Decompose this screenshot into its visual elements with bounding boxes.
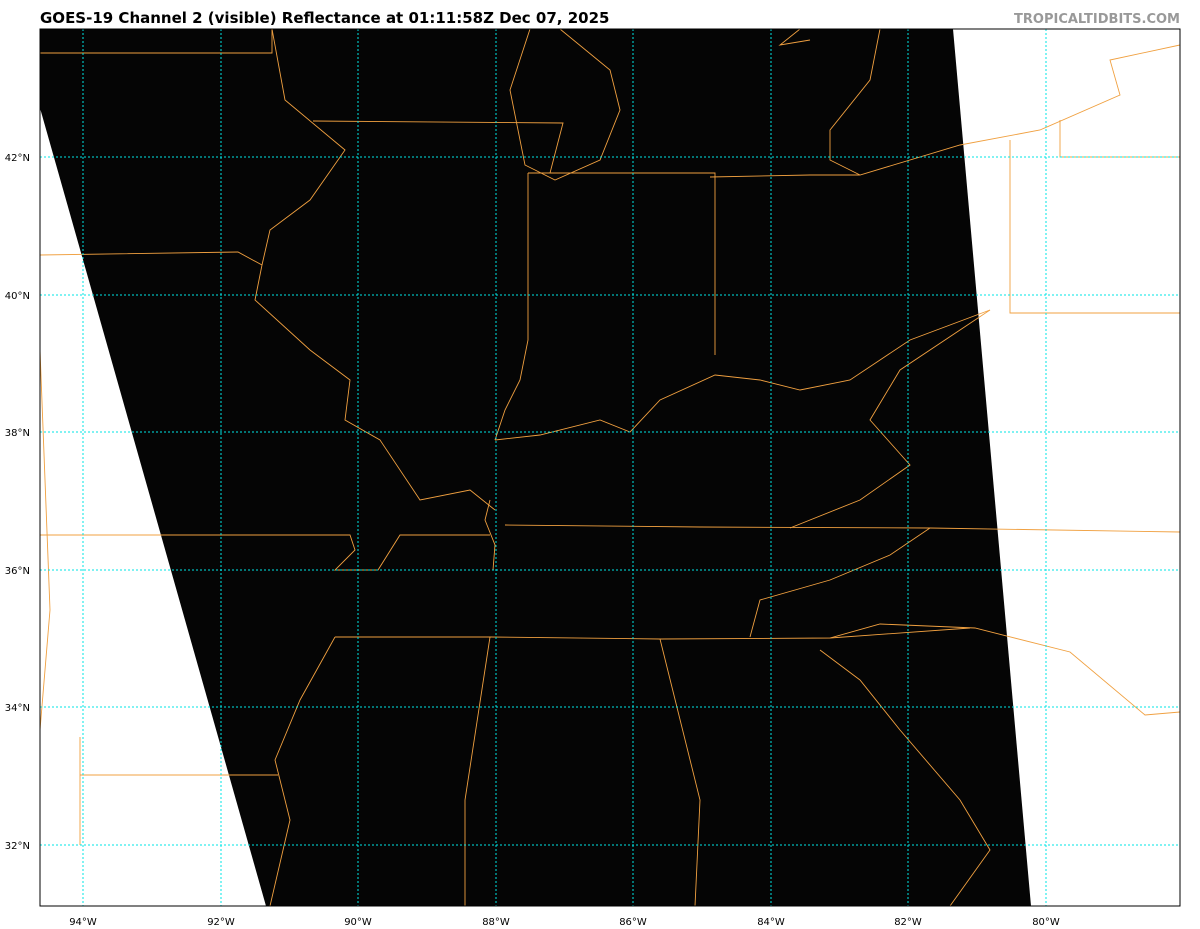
lat-tick: 40°N (5, 291, 30, 302)
lon-tick-labels: 94°W 92°W 90°W 88°W 86°W 84°W 82°W 80°W (69, 917, 1060, 928)
lon-tick: 94°W (69, 917, 97, 928)
map-title: GOES-19 Channel 2 (visible) Reflectance … (40, 9, 610, 27)
graticule (40, 29, 1180, 906)
lon-tick: 90°W (344, 917, 372, 928)
lon-tick: 84°W (757, 917, 785, 928)
imagery-swath (40, 29, 1031, 906)
brand-watermark: TROPICALTIDBITS.COM (1014, 12, 1180, 27)
lon-tick: 88°W (482, 917, 510, 928)
lat-tick: 34°N (5, 703, 30, 714)
lon-tick: 80°W (1032, 917, 1060, 928)
lon-tick: 82°W (894, 917, 922, 928)
lat-tick: 42°N (5, 153, 30, 164)
lat-tick-labels: 42°N 40°N 38°N 36°N 34°N 32°N (5, 153, 30, 852)
lat-tick: 36°N (5, 566, 30, 577)
map-frame (39, 28, 1181, 907)
lat-tick: 38°N (5, 428, 30, 439)
state-borders (40, 29, 1180, 906)
lon-tick: 92°W (207, 917, 235, 928)
lat-tick: 32°N (5, 841, 30, 852)
lon-tick: 86°W (619, 917, 647, 928)
